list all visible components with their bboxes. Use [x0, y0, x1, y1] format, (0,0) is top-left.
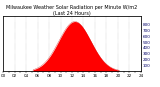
- Title: Milwaukee Weather Solar Radiation per Minute W/m2 (Last 24 Hours): Milwaukee Weather Solar Radiation per Mi…: [6, 5, 138, 16]
